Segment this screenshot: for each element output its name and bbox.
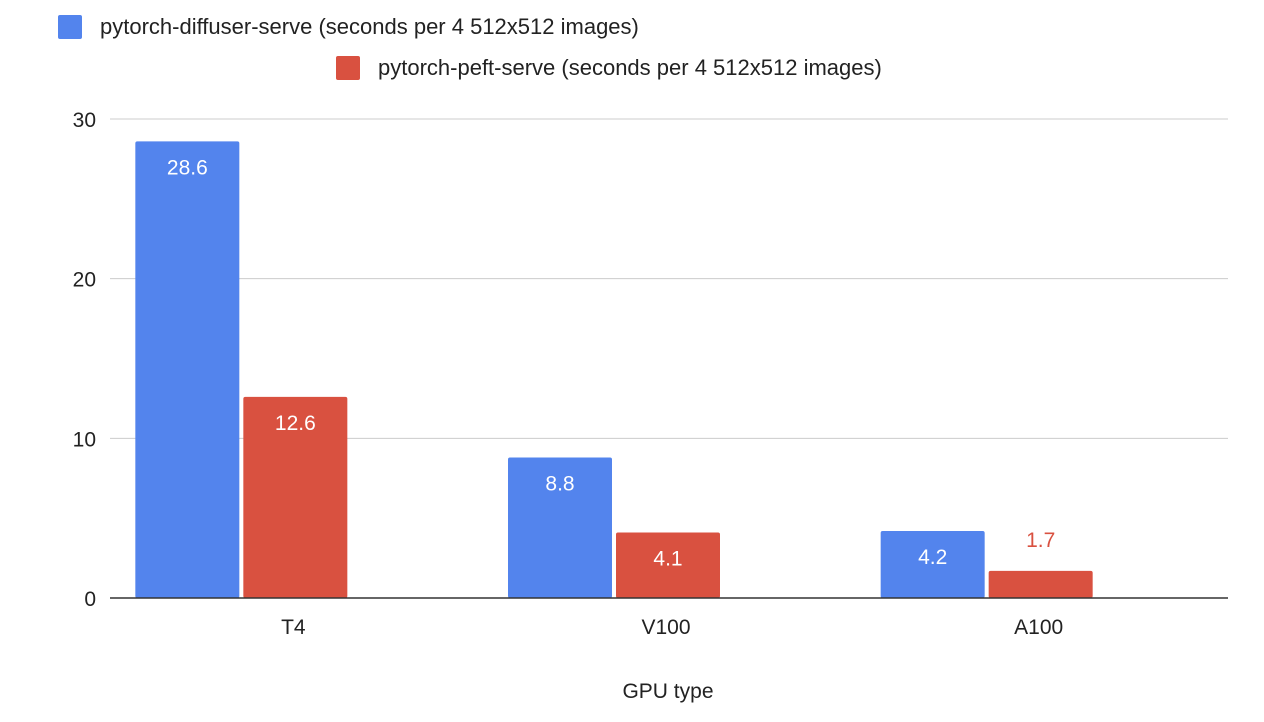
x-tick-labels: T4 V100 A100 [281, 616, 1063, 639]
data-label: 8.8 [545, 472, 574, 495]
x-tick-label: T4 [281, 616, 306, 639]
data-label: 12.6 [275, 412, 316, 435]
x-tick-label: A100 [1014, 616, 1063, 639]
data-label: 28.6 [167, 156, 208, 179]
y-tick-label: 0 [84, 588, 96, 611]
x-axis-title: GPU type [622, 680, 713, 703]
y-tick-label: 10 [73, 428, 96, 451]
bar [508, 457, 612, 598]
legend-swatch-diffuser [58, 15, 82, 39]
legend-swatch-peft [336, 56, 360, 80]
y-tick-label: 20 [73, 269, 96, 292]
bar [243, 396, 348, 598]
y-tick-label: 30 [73, 109, 96, 132]
y-tick-labels: 0 10 20 30 [73, 109, 96, 611]
legend-label-diffuser: pytorch-diffuser-serve (seconds per 4 51… [100, 14, 639, 39]
x-tick-label: V100 [641, 616, 690, 639]
legend-label-peft: pytorch-peft-serve (seconds per 4 512x51… [378, 55, 882, 80]
bars [135, 141, 1093, 598]
data-labels: 28.6 12.6 8.8 4.1 4.2 1.7 [167, 156, 1055, 570]
bar [616, 532, 720, 598]
bar [135, 141, 240, 598]
legend-item-peft: pytorch-peft-serve (seconds per 4 512x51… [336, 55, 882, 81]
data-label: 1.7 [1026, 529, 1055, 552]
data-label: 4.2 [918, 546, 947, 569]
data-label: 4.1 [653, 548, 682, 571]
bar [880, 530, 985, 598]
gridlines [110, 118, 1228, 439]
bar [988, 570, 1093, 598]
legend-item-diffuser: pytorch-diffuser-serve (seconds per 4 51… [58, 14, 639, 40]
